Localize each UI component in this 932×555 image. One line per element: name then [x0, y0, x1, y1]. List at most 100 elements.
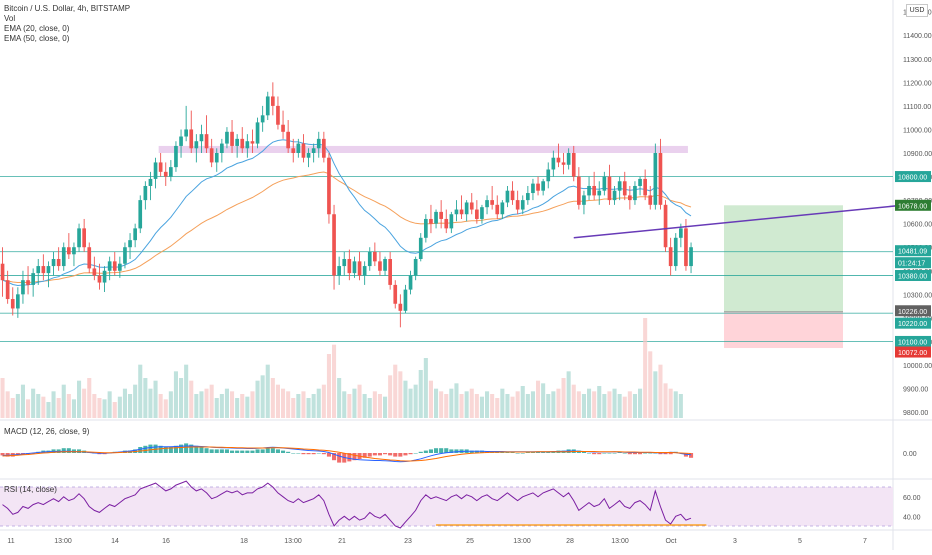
candle-body[interactable] — [658, 153, 663, 205]
candle-body[interactable] — [26, 280, 30, 285]
candle-body[interactable] — [67, 247, 71, 255]
candle-body[interactable] — [648, 195, 653, 205]
price-badge[interactable] — [895, 346, 931, 358]
candle-body[interactable] — [235, 138, 239, 146]
candle-body[interactable] — [587, 185, 591, 196]
candle-body[interactable] — [617, 181, 622, 191]
candle-body[interactable] — [199, 134, 204, 142]
candle-body[interactable] — [408, 275, 413, 290]
candle-body[interactable] — [271, 96, 275, 106]
candle-body[interactable] — [92, 268, 97, 276]
candle-body[interactable] — [393, 284, 398, 304]
candle-body[interactable] — [342, 259, 347, 267]
candle-body[interactable] — [663, 204, 668, 248]
candle-body[interactable] — [347, 259, 352, 274]
candle-body[interactable] — [643, 178, 647, 196]
candle-body[interactable] — [424, 218, 428, 238]
candle-body[interactable] — [97, 275, 102, 283]
candle-body[interactable] — [612, 190, 617, 201]
price-badge[interactable] — [895, 199, 931, 211]
candle-body[interactable] — [398, 303, 403, 311]
candle-body[interactable] — [454, 209, 459, 215]
candle-body[interactable] — [118, 263, 122, 271]
stop-zone[interactable] — [724, 311, 843, 349]
candle-body[interactable] — [633, 185, 637, 201]
candle-body[interactable] — [16, 294, 20, 309]
target-zone[interactable] — [724, 205, 843, 312]
candle-body[interactable] — [123, 247, 127, 264]
candle-body[interactable] — [301, 143, 306, 158]
macd-label[interactable]: MACD (12, 26, close, 9) — [4, 427, 90, 436]
candle-body[interactable] — [556, 157, 561, 163]
candle-body[interactable] — [413, 259, 418, 276]
candle-body[interactable] — [133, 228, 137, 241]
candle-body[interactable] — [143, 185, 148, 201]
candle-body[interactable] — [566, 153, 571, 165]
candle-body[interactable] — [515, 200, 520, 210]
price-badge[interactable] — [895, 171, 931, 183]
candle-body[interactable] — [429, 218, 433, 224]
candle-body[interactable] — [592, 185, 596, 196]
candle-body[interactable] — [56, 259, 61, 267]
candle-body[interactable] — [373, 251, 377, 262]
candle-body[interactable] — [541, 181, 545, 191]
candle-body[interactable] — [689, 247, 693, 267]
ema20-indicator-label[interactable]: EMA (20, close, 0) — [4, 24, 70, 33]
candle-body[interactable] — [679, 228, 683, 238]
candle-body[interactable] — [138, 200, 143, 229]
candle-body[interactable] — [327, 157, 331, 215]
candle-body[interactable] — [526, 193, 530, 201]
candle-body[interactable] — [158, 162, 163, 172]
candle-body[interactable] — [668, 247, 673, 267]
candle-body[interactable] — [367, 251, 372, 267]
candle-body[interactable] — [561, 162, 566, 165]
candle-body[interactable] — [209, 148, 214, 163]
candle-body[interactable] — [61, 247, 66, 267]
candle-body[interactable] — [21, 280, 25, 295]
candle-body[interactable] — [597, 190, 602, 196]
candle-body[interactable] — [638, 178, 642, 186]
symbol-title[interactable]: Bitcoin / U.S. Dollar, 4h, BITSTAMP — [4, 4, 131, 13]
candle-body[interactable] — [153, 162, 158, 179]
ema50-indicator-label[interactable]: EMA (50, close, 0) — [4, 34, 70, 43]
candle-body[interactable] — [286, 131, 290, 149]
candle-body[interactable] — [352, 261, 357, 274]
candle-body[interactable] — [102, 270, 107, 283]
candle-body[interactable] — [82, 228, 86, 248]
candle-body[interactable] — [577, 176, 581, 205]
candle-body[interactable] — [240, 138, 245, 149]
candle-body[interactable] — [189, 129, 194, 149]
candle-body[interactable] — [10, 299, 15, 309]
price-badge[interactable] — [895, 245, 931, 257]
candle-body[interactable] — [148, 178, 153, 186]
candle-body[interactable] — [337, 266, 341, 276]
trendline[interactable] — [573, 202, 926, 239]
price-badge[interactable] — [895, 305, 931, 317]
candle-body[interactable] — [490, 200, 494, 205]
rsi-line[interactable] — [2, 480, 692, 529]
candle-body[interactable] — [388, 259, 392, 285]
candle-body[interactable] — [0, 263, 5, 281]
candle-body[interactable] — [72, 247, 76, 255]
candle-body[interactable] — [265, 96, 270, 116]
candle-body[interactable] — [439, 211, 443, 219]
candle-body[interactable] — [276, 105, 280, 125]
candle-body[interactable] — [220, 143, 224, 153]
candle-body[interactable] — [163, 171, 168, 177]
candle-body[interactable] — [459, 209, 464, 215]
candle-body[interactable] — [194, 141, 199, 149]
candle-body[interactable] — [469, 202, 474, 210]
candle-body[interactable] — [260, 115, 265, 123]
price-badge[interactable] — [895, 269, 931, 281]
vol-indicator-label[interactable]: Vol — [4, 14, 16, 23]
candle-body[interactable] — [296, 143, 301, 153]
candle-body[interactable] — [225, 131, 229, 144]
candle-body[interactable] — [214, 153, 219, 163]
candle-body[interactable] — [36, 266, 41, 274]
candle-body[interactable] — [546, 169, 551, 182]
candle-body[interactable] — [531, 183, 535, 194]
candle-body[interactable] — [230, 131, 234, 146]
candle-body[interactable] — [281, 124, 285, 132]
